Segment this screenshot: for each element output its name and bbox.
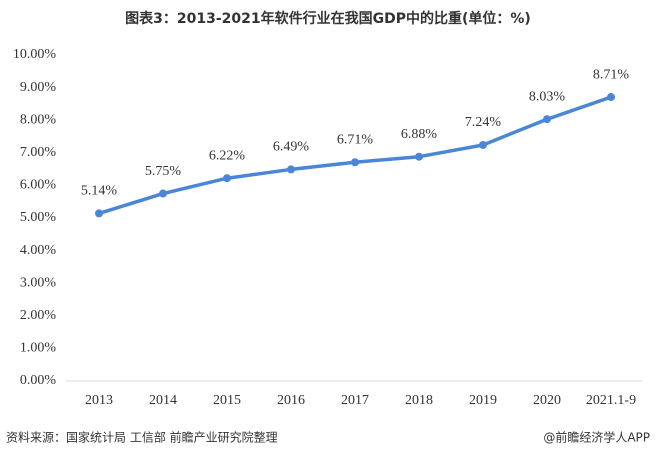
point bbox=[159, 189, 167, 198]
y-tick-label: 4.00% bbox=[20, 243, 57, 258]
y-tick-label: 3.00% bbox=[20, 275, 57, 290]
point bbox=[95, 209, 103, 218]
x-tick-label: 2019 bbox=[469, 393, 497, 408]
point bbox=[223, 174, 231, 183]
data-label: 7.24% bbox=[465, 115, 502, 130]
chart-title: 图表3：2013-2021年软件行业在我国GDP中的比重(单位：%) bbox=[125, 10, 531, 27]
point bbox=[543, 115, 551, 124]
point bbox=[607, 93, 615, 102]
y-tick-label: 9.00% bbox=[20, 80, 57, 95]
y-tick-label: 0.00% bbox=[20, 373, 57, 388]
y-tick-label: 7.00% bbox=[20, 145, 57, 160]
point bbox=[351, 158, 359, 167]
x-tick-label: 2013 bbox=[85, 393, 113, 408]
x-tick-label: 2021.1-9 bbox=[586, 393, 636, 408]
y-tick-label: 2.00% bbox=[20, 308, 57, 323]
data-label: 8.03% bbox=[529, 89, 566, 104]
data-label: 6.49% bbox=[273, 140, 310, 155]
x-tick-label: 2017 bbox=[341, 393, 369, 408]
x-tick-label: 2014 bbox=[149, 393, 177, 408]
x-tick-label: 2015 bbox=[213, 393, 241, 408]
data-label: 6.22% bbox=[209, 148, 246, 163]
source: 资料来源：国家统计局 工信部 前瞻产业研究院整理 bbox=[6, 430, 278, 445]
x-tick-label: 2020 bbox=[533, 393, 561, 408]
credit: @前瞻经济学人APP bbox=[543, 430, 650, 445]
point bbox=[479, 140, 487, 149]
x-tick-label: 2016 bbox=[277, 393, 305, 408]
y-tick-label: 6.00% bbox=[20, 178, 57, 193]
y-tick-label: 5.00% bbox=[20, 210, 57, 225]
data-label: 5.14% bbox=[81, 184, 118, 199]
x-tick-label: 2018 bbox=[405, 393, 433, 408]
y-tick-label: 1.00% bbox=[20, 341, 57, 356]
point bbox=[415, 152, 423, 161]
data-label: 6.71% bbox=[337, 132, 374, 147]
line bbox=[98, 95, 612, 216]
y-tick-label: 10.00% bbox=[13, 47, 57, 62]
data-label: 8.71% bbox=[593, 67, 630, 82]
point bbox=[287, 165, 295, 174]
y-tick-label: 8.00% bbox=[20, 112, 57, 127]
data-label: 5.75% bbox=[145, 164, 182, 179]
data-label: 6.88% bbox=[401, 127, 438, 142]
